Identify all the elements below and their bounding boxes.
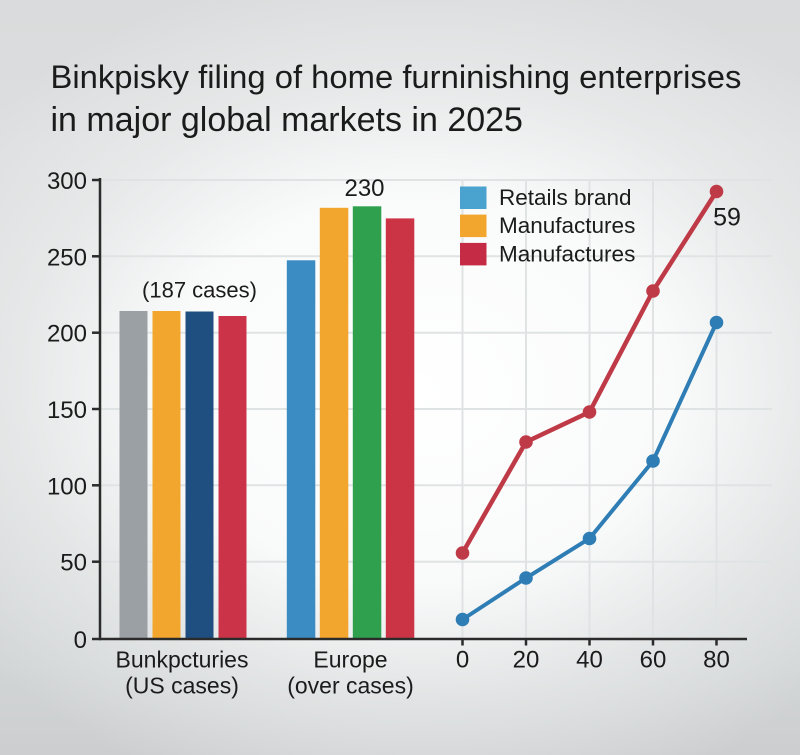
- svg-text:230: 230: [344, 175, 384, 202]
- svg-text:Manufactures: Manufactures: [499, 213, 635, 238]
- svg-text:(over cases): (over cases): [287, 673, 414, 699]
- svg-text:Europe: Europe: [313, 647, 387, 673]
- svg-text:(US cases): (US cases): [125, 673, 239, 699]
- svg-text:0: 0: [456, 647, 469, 674]
- svg-text:300: 300: [47, 168, 87, 195]
- svg-text:20: 20: [513, 647, 540, 674]
- svg-text:50: 50: [60, 550, 87, 577]
- svg-text:80: 80: [703, 647, 730, 674]
- svg-text:Binkpisky filing of home furni: Binkpisky filing of home furninishing en…: [51, 58, 742, 95]
- svg-text:100: 100: [47, 473, 87, 500]
- svg-text:(187 cases): (187 cases): [142, 278, 257, 303]
- svg-text:60: 60: [640, 647, 667, 674]
- svg-text:59: 59: [713, 204, 741, 232]
- svg-text:200: 200: [47, 321, 87, 348]
- svg-text:Retails brand: Retails brand: [499, 185, 632, 210]
- svg-text:0: 0: [74, 627, 87, 654]
- svg-text:150: 150: [47, 397, 87, 424]
- svg-text:250: 250: [47, 244, 87, 271]
- svg-text:Manufactures: Manufactures: [499, 241, 635, 266]
- svg-text:40: 40: [576, 647, 603, 674]
- svg-text:Bunkpcturies: Bunkpcturies: [116, 647, 249, 673]
- svg-text:in major global markets in 202: in major global markets in 2025: [51, 101, 523, 139]
